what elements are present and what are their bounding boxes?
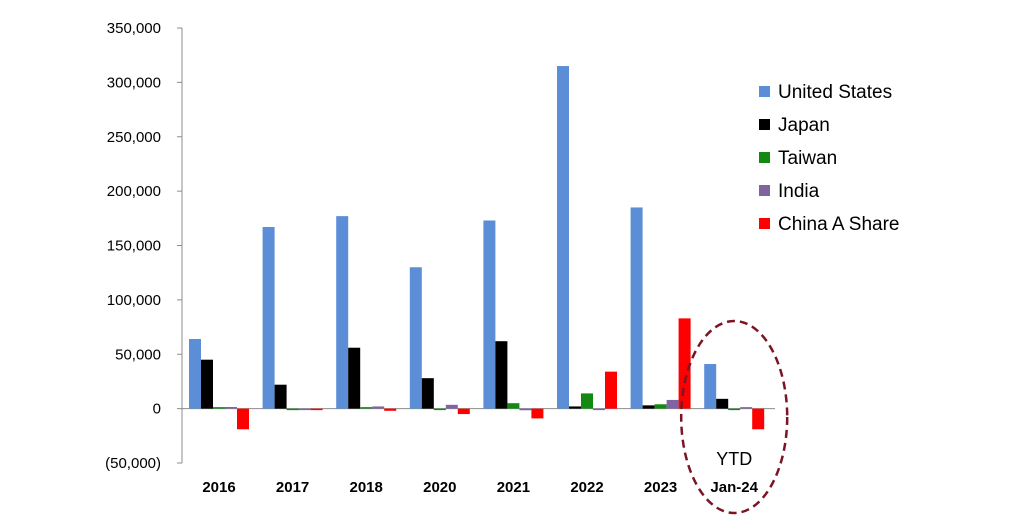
legend-label: United States bbox=[778, 82, 892, 103]
y-tick-label: 300,000 bbox=[107, 74, 161, 91]
bar-india-2023 bbox=[666, 399, 679, 409]
bar-taiwan-2020 bbox=[433, 408, 446, 411]
bar-taiwan-2017 bbox=[286, 408, 299, 411]
ytd-label: YTD bbox=[716, 449, 752, 469]
bar-india-2018 bbox=[372, 406, 385, 409]
x-axis-ticks: 2016 2017 2018 2020 2021 2022 2023 Jan-24 bbox=[202, 479, 758, 496]
bar-india-2020 bbox=[445, 404, 458, 409]
bar-china-a-share-2017 bbox=[310, 408, 323, 411]
bar-japan-2022 bbox=[569, 406, 581, 409]
x-tick-label: 2018 bbox=[350, 479, 383, 496]
legend-label: Japan bbox=[778, 115, 830, 136]
bar-china-a-share-2023 bbox=[678, 318, 691, 409]
y-tick-label: (50,000) bbox=[105, 455, 161, 472]
legend-swatch bbox=[759, 218, 770, 229]
x-tick-label: 2023 bbox=[644, 479, 677, 496]
bar-india-2022 bbox=[593, 408, 605, 411]
bar-united-states-2023 bbox=[630, 207, 643, 409]
x-tick-label: 2021 bbox=[497, 479, 530, 496]
bar-china-a-share-2022 bbox=[605, 371, 617, 409]
bar-taiwan-2018 bbox=[360, 407, 373, 409]
bar-japan-2018 bbox=[348, 347, 361, 409]
legend-swatch bbox=[759, 119, 770, 130]
bar-china-a-share-jan-24 bbox=[752, 408, 765, 430]
y-tick-label: 200,000 bbox=[107, 183, 161, 200]
x-tick-label: 2016 bbox=[202, 479, 235, 496]
bar-united-states-2017 bbox=[262, 227, 275, 409]
x-tick-label: 2020 bbox=[423, 479, 456, 496]
legend-swatch bbox=[759, 152, 770, 163]
bar-japan-jan-24 bbox=[716, 398, 729, 409]
legend: United States Japan Taiwan India China A Sha… bbox=[759, 82, 899, 235]
bar-india-2017 bbox=[298, 408, 311, 411]
bar-taiwan-2021 bbox=[507, 403, 520, 409]
bar-japan-2016 bbox=[201, 359, 213, 409]
y-tick-label: 350,000 bbox=[107, 20, 161, 37]
x-tick-label: 2017 bbox=[276, 479, 309, 496]
ytd-highlight-ellipse bbox=[679, 319, 789, 515]
legend-label: Taiwan bbox=[778, 148, 837, 169]
bar-united-states-2018 bbox=[336, 216, 349, 409]
bar-taiwan-jan-24 bbox=[728, 408, 741, 411]
y-tick-label: 150,000 bbox=[107, 238, 161, 255]
bar-india-2016 bbox=[225, 406, 237, 409]
legend-swatch bbox=[759, 86, 770, 97]
y-axis-ticks: 350,000 300,000 250,000 200,000 150,000 100,0… bbox=[105, 20, 182, 472]
bar-china-a-share-2020 bbox=[457, 408, 470, 415]
bar-india-jan-24 bbox=[740, 407, 753, 409]
bar-taiwan-2023 bbox=[654, 404, 667, 409]
y-tick-label: 50,000 bbox=[115, 346, 161, 363]
bar-united-states-2022 bbox=[557, 66, 569, 409]
x-tick-label: 2022 bbox=[570, 479, 603, 496]
legend-swatch bbox=[759, 185, 770, 196]
bar-united-states-2016 bbox=[189, 339, 201, 409]
bar-taiwan-2022 bbox=[581, 393, 593, 409]
bar-japan-2020 bbox=[421, 378, 434, 409]
y-tick-label: 0 bbox=[153, 401, 161, 418]
bar-united-states-2021 bbox=[483, 220, 496, 409]
bar-india-2021 bbox=[519, 408, 532, 411]
bar-united-states-2020 bbox=[409, 267, 422, 409]
y-tick-label: 250,000 bbox=[107, 129, 161, 146]
x-tick-label: Jan-24 bbox=[710, 479, 758, 496]
bar-group bbox=[189, 66, 765, 430]
bar-japan-2017 bbox=[274, 384, 287, 409]
bar-taiwan-2016 bbox=[213, 407, 225, 409]
bar-japan-2021 bbox=[495, 341, 508, 409]
bar-china-a-share-2016 bbox=[237, 408, 249, 430]
bar-china-a-share-2021 bbox=[531, 408, 544, 419]
bar-japan-2023 bbox=[642, 405, 655, 409]
y-tick-label: 100,000 bbox=[107, 292, 161, 309]
ytd-annotation: YTD bbox=[679, 319, 789, 515]
legend-label: India bbox=[778, 181, 820, 202]
bar-united-states-jan-24 bbox=[704, 364, 717, 409]
bar-china-a-share-2018 bbox=[384, 408, 397, 411]
legend-label: China A Share bbox=[778, 214, 899, 235]
